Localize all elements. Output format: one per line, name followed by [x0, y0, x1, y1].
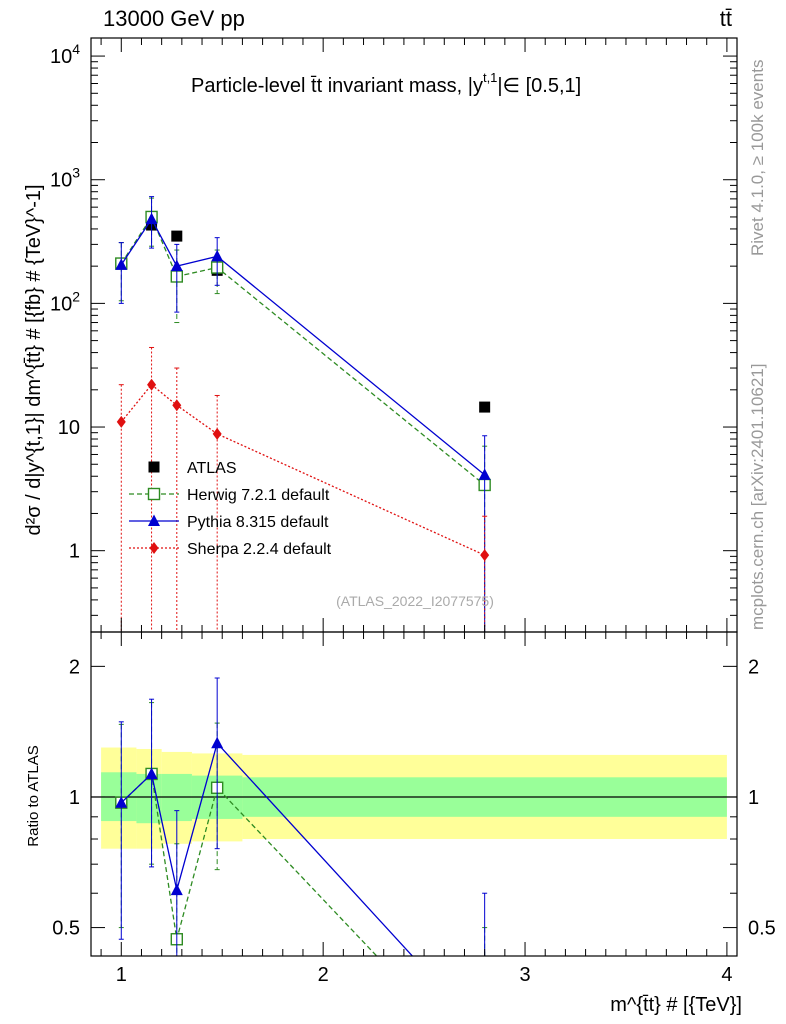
legend-marker: [148, 461, 160, 473]
data-point: [145, 767, 158, 779]
main-y-axis-label: d²σ / d|y^{t,1}| dm^{t̄t} # [{fb} # {TeV…: [23, 184, 45, 535]
side-rivet-label: Rivet 4.1.0, ≥ 100k events: [748, 60, 767, 256]
legend-entry: Herwig 7.2.1 default: [129, 487, 330, 504]
ratio-y-axis-label: Ratio to ATLAS: [25, 745, 42, 846]
data-point: [171, 230, 183, 242]
data-point: [212, 427, 222, 440]
ratio-panel-frame: 2 1 0.5 2 1 0.5 1 2 3 4: [52, 631, 776, 986]
main-panel: [115, 196, 491, 633]
side-mcplots-label: mcplots.cern.ch [arXiv:2401.10621]: [748, 364, 767, 630]
y-tick-label: 10: [58, 417, 80, 439]
series-sherpa: [116, 346, 490, 633]
series-atlas: [115, 219, 491, 413]
ratio-y-tick-label: 2: [69, 656, 80, 678]
header-right: tt̄: [720, 6, 732, 31]
y-tick-label: 1: [69, 541, 80, 563]
legend: ATLAS Herwig 7.2.1 default Pythia 8.315 de…: [129, 460, 332, 558]
data-point: [170, 259, 183, 272]
x-tick-label: 3: [519, 964, 530, 986]
legend-label: Herwig 7.2.1 default: [187, 487, 330, 504]
series-pythia: [115, 196, 491, 633]
data-point: [479, 401, 491, 413]
data-point: [145, 212, 158, 225]
data-point: [116, 415, 126, 428]
series-line: [120, 215, 486, 486]
data-point: [115, 258, 128, 270]
data-point: [172, 399, 182, 412]
main-title-tail: |∈ [0.5,1]: [497, 75, 581, 97]
y-tick-label: 104: [50, 41, 80, 68]
legend-label: Sherpa 2.2.4 default: [187, 541, 332, 558]
main-title-sup: t,1: [483, 70, 497, 85]
data-point: [115, 796, 128, 808]
y-tick-label: 102: [50, 288, 80, 315]
x-tick-label: 2: [318, 964, 329, 986]
ratio-y-tick-label: 0.5: [52, 918, 80, 940]
data-point: [170, 883, 183, 896]
main-title-text: Particle-level t̄t invariant mass, |y: [191, 75, 483, 97]
legend-label: ATLAS: [187, 460, 237, 477]
legend-entry: Pythia 8.315 default: [129, 514, 329, 531]
header-left: 13000 GeV pp: [103, 6, 245, 31]
legend-entry: ATLAS: [148, 460, 237, 477]
ratio-y-tick-label: 1: [69, 787, 80, 809]
ratio-y-tick-label-right: 0.5: [748, 918, 776, 940]
series-herwig: [115, 197, 491, 633]
data-point: [478, 468, 491, 480]
legend-label: Pythia 8.315 default: [187, 514, 329, 531]
y-tick-label: 103: [50, 165, 80, 192]
ratio-y-tick-label-right: 1: [748, 787, 759, 809]
x-axis-label: m^{t̄t} # [{TeV}]: [610, 994, 742, 1016]
ratio-y-tick-label-right: 2: [748, 656, 759, 678]
ratio-panel: [91, 677, 737, 957]
main-title: Particle-level t̄t invariant mass, |yt,1…: [191, 70, 581, 97]
x-tick-label: 4: [721, 964, 732, 986]
series-line: [120, 217, 486, 476]
legend-entry: Sherpa 2.2.4 default: [129, 541, 332, 558]
data-point: [211, 736, 224, 749]
data-point: [147, 378, 157, 391]
legend-marker: [147, 487, 161, 501]
data-point: [211, 249, 224, 262]
series-pythia: [115, 677, 488, 957]
legend-marker: [148, 514, 160, 526]
ratio-frame-rect: [90, 631, 738, 957]
data-point: [480, 549, 490, 562]
legend-marker: [149, 542, 159, 554]
watermark: (ATLAS_2022_I2077575): [336, 593, 494, 609]
x-tick-label: 1: [116, 964, 127, 986]
